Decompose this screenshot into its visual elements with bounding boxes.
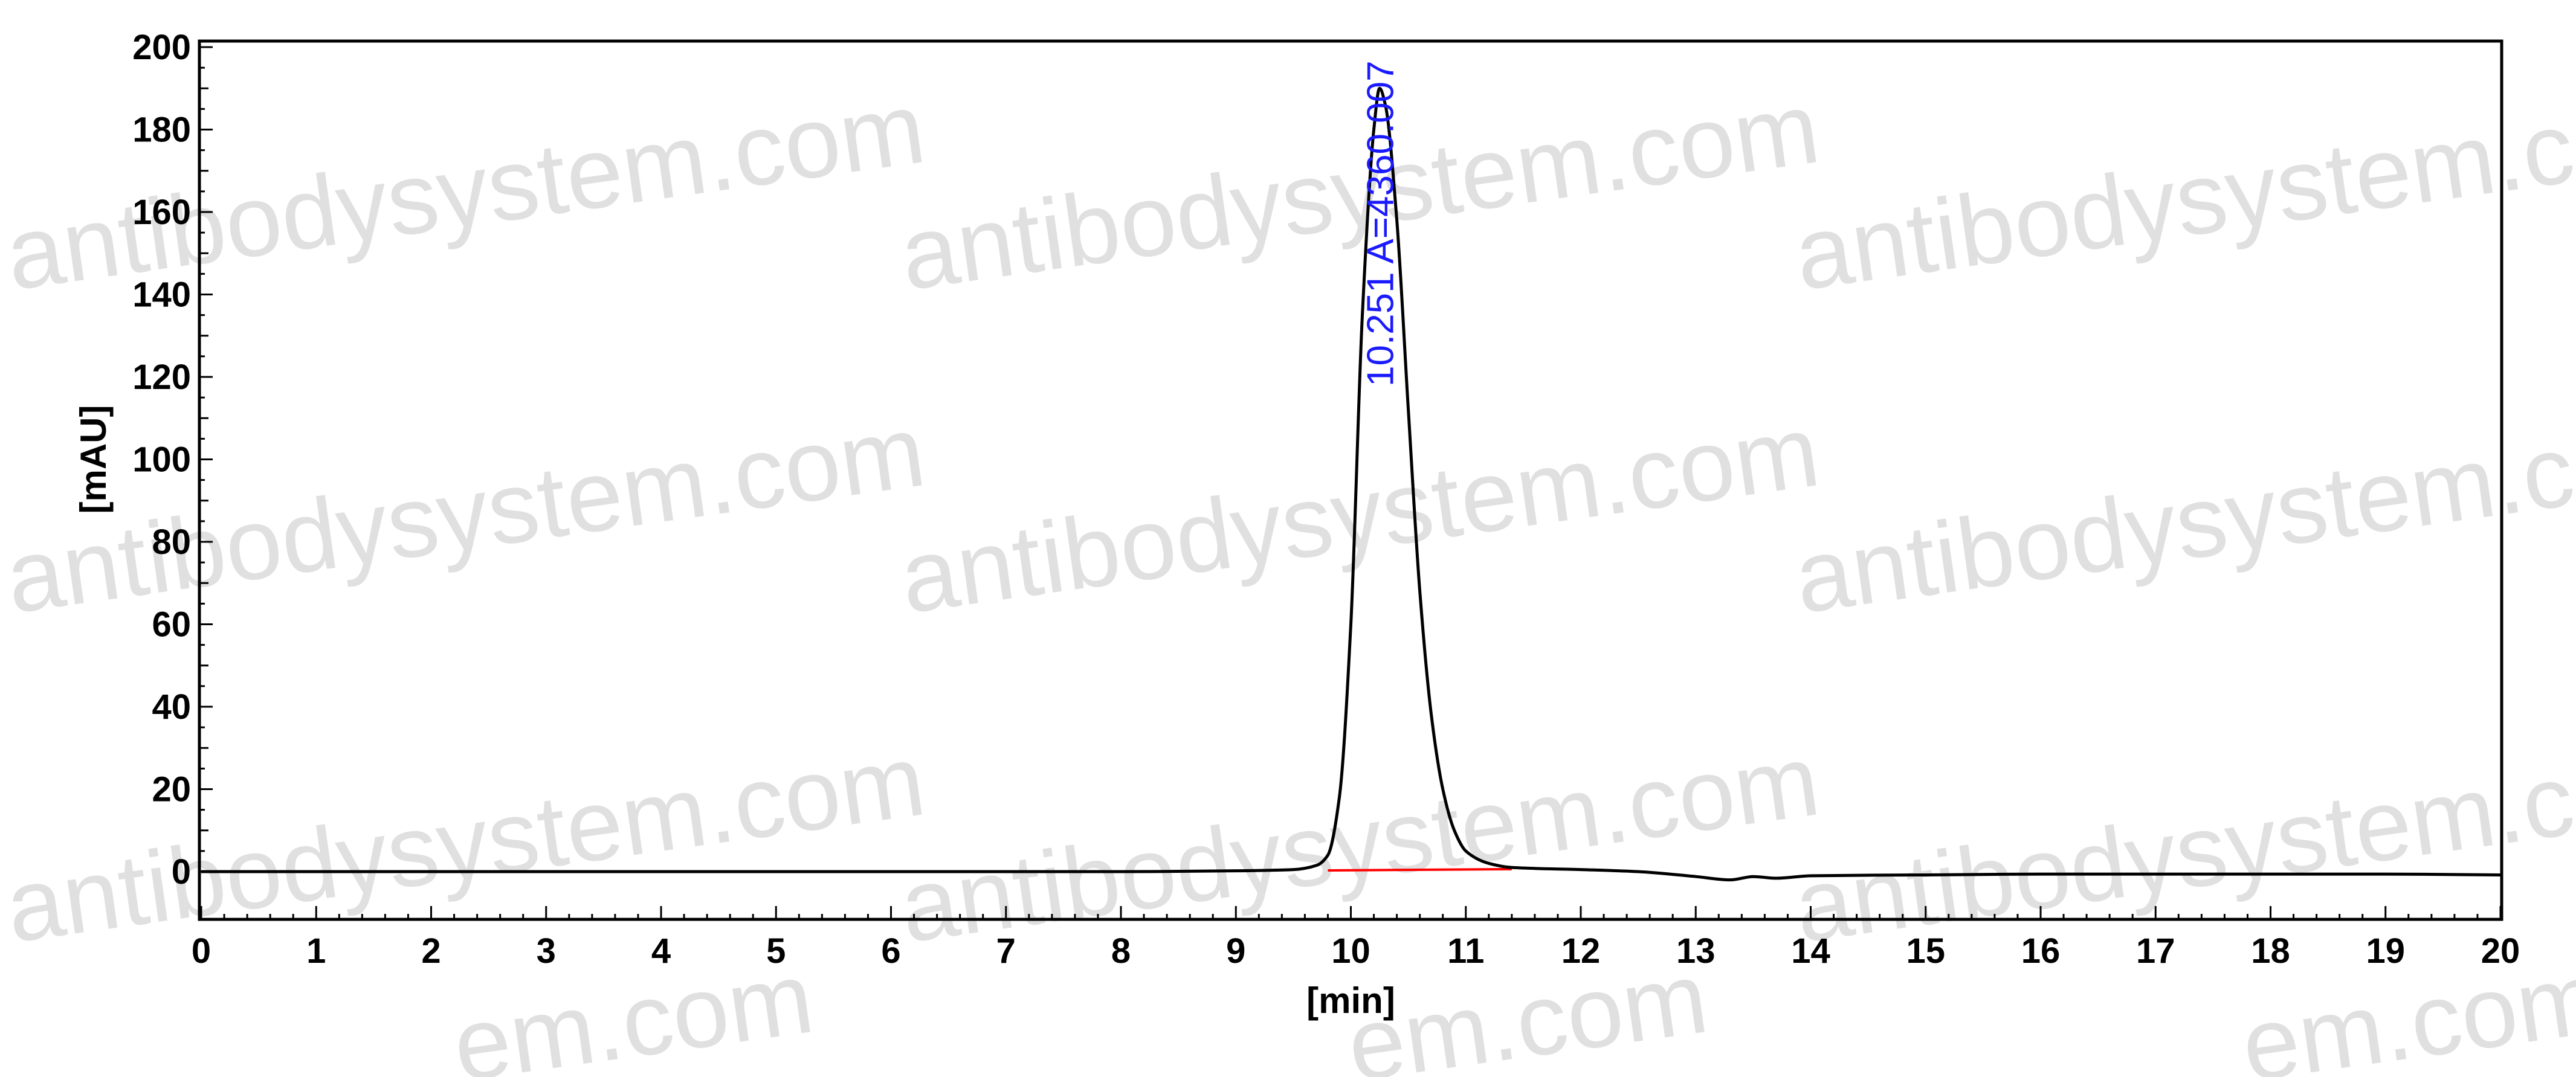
watermark-text: antibodysystem.com xyxy=(1788,722,2576,963)
x-axis-title: [min] xyxy=(1306,980,1395,1021)
x-tick-label: 4 xyxy=(651,931,671,971)
x-tick-label: 9 xyxy=(1226,931,1245,971)
watermark-layer: antibodysystem.comantibodysystem.comanti… xyxy=(0,70,2576,1077)
x-tick-label: 1 xyxy=(306,931,326,971)
watermark-text: em.com xyxy=(447,940,820,1077)
y-tick-label: 100 xyxy=(132,440,191,480)
x-tick-label: 0 xyxy=(192,931,211,971)
x-tick-label: 13 xyxy=(1676,931,1716,971)
x-tick-label: 8 xyxy=(1111,931,1131,971)
peak-annotations: 10.251 A=4360.007 xyxy=(1360,60,1401,387)
x-tick-label: 5 xyxy=(766,931,786,971)
x-tick-label: 19 xyxy=(2366,931,2405,971)
x-axis: 0 1 2 3 4 5 6 7 8 9 10 11 12 13 14 15 16 17 18 19 20 xyxy=(192,906,2520,971)
x-tick-label: 10 xyxy=(1331,931,1370,971)
y-tick-label: 0 xyxy=(172,852,191,892)
y-tick-label: 200 xyxy=(132,28,191,67)
y-tick-label: 40 xyxy=(152,687,191,727)
x-tick-label: 3 xyxy=(537,931,556,971)
watermark-text: em.com xyxy=(1341,940,1714,1077)
x-tick-label: 18 xyxy=(2251,931,2290,971)
x-tick-label: 14 xyxy=(1791,931,1830,971)
y-tick-label: 180 xyxy=(132,111,191,150)
watermark-text: antibodysystem.com xyxy=(0,722,931,963)
integration-baseline xyxy=(1328,867,1512,872)
x-tick-label: 15 xyxy=(1906,931,1945,971)
y-tick-label: 80 xyxy=(152,522,191,562)
watermark-text: antibodysystem.com xyxy=(894,393,1826,634)
y-tick-label: 60 xyxy=(152,605,191,645)
y-axis: 0 20 40 60 80 100 120 140 160 180 200 xyxy=(132,28,213,892)
x-tick-label: 6 xyxy=(881,931,900,971)
y-tick-label: 140 xyxy=(132,275,191,315)
x-tick-label: 2 xyxy=(421,931,441,971)
x-tick-label: 7 xyxy=(996,931,1016,971)
watermark-text: antibodysystem.com xyxy=(1788,393,2576,634)
x-tick-label: 17 xyxy=(2136,931,2175,971)
watermark-text: antibodysystem.com xyxy=(894,722,1826,963)
x-tick-label: 11 xyxy=(1447,931,1484,971)
chromatogram-trace xyxy=(201,86,2501,882)
y-tick-label: 160 xyxy=(132,193,191,232)
x-tick-label: 12 xyxy=(1561,931,1601,971)
watermark-text: antibodysystem.com xyxy=(1788,70,2576,311)
x-tick-label: 20 xyxy=(2481,931,2520,971)
y-tick-label: 120 xyxy=(132,358,191,397)
y-tick-label: 20 xyxy=(152,770,191,809)
watermark-text: antibodysystem.com xyxy=(0,393,931,634)
peak-label: 10.251 A=4360.007 xyxy=(1360,60,1401,387)
x-tick-label: 16 xyxy=(2021,931,2061,971)
y-axis-title: [mAU] xyxy=(73,405,114,514)
